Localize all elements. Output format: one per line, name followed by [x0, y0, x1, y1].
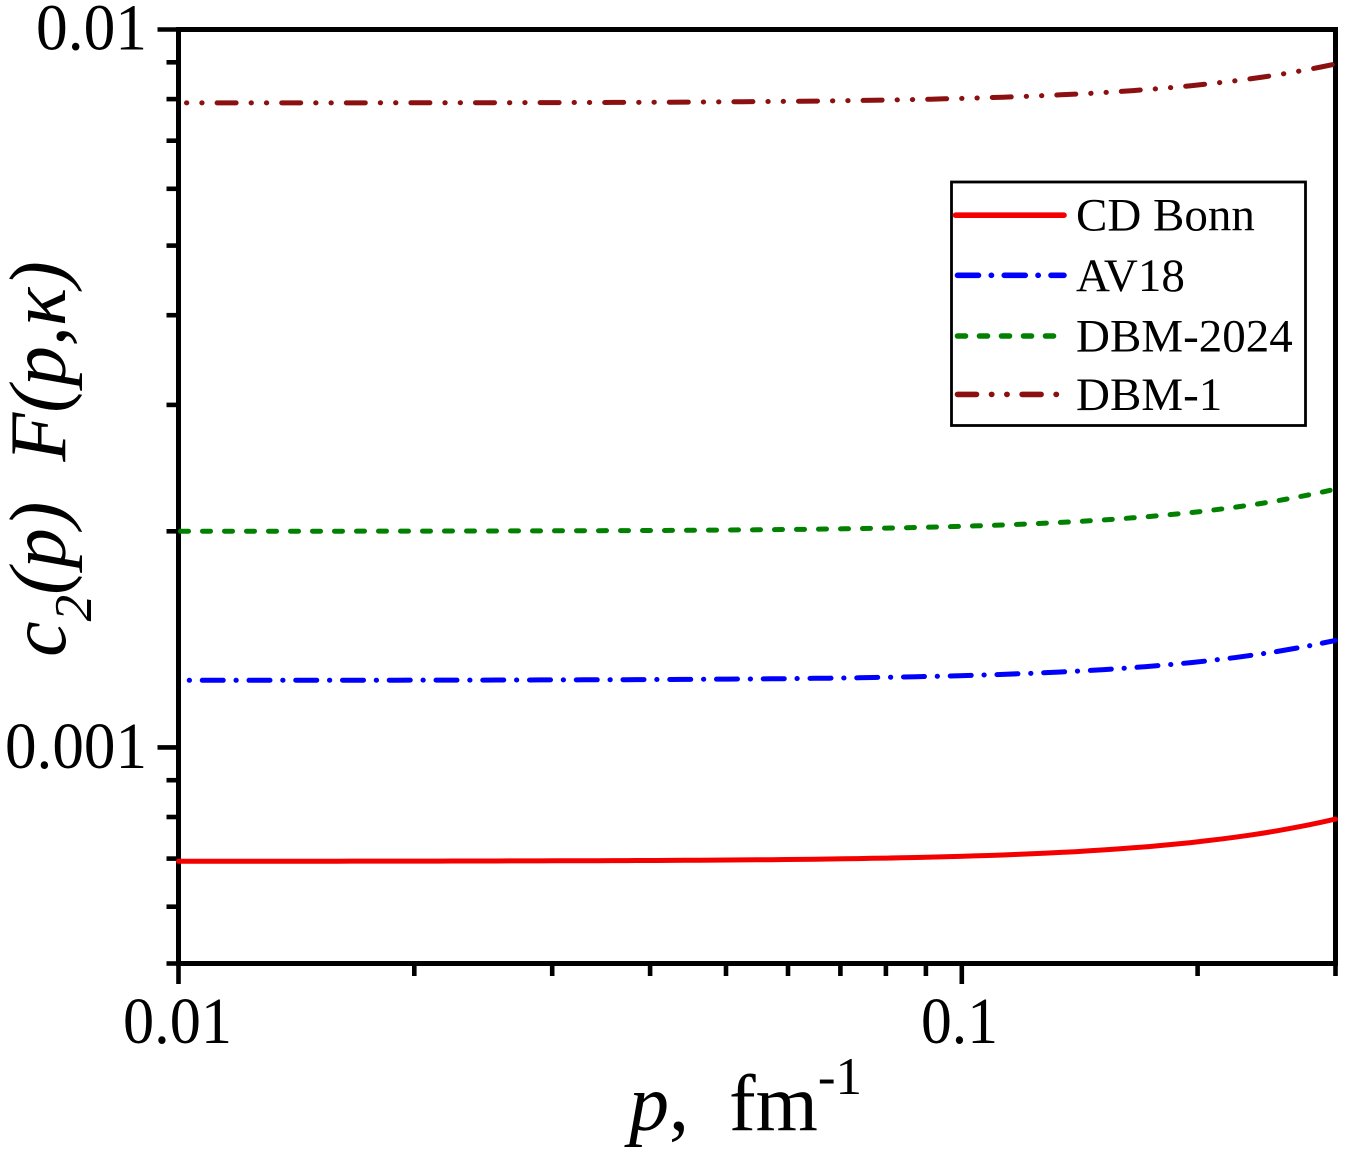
- svg-text:0.001: 0.001: [5, 710, 147, 783]
- svg-text:CD Bonn: CD Bonn: [1076, 190, 1255, 242]
- svg-text:DBM-2024: DBM-2024: [1076, 311, 1293, 363]
- svg-text:0.01: 0.01: [123, 985, 232, 1058]
- svg-text:0.01: 0.01: [36, 0, 147, 65]
- svg-text:DBM-1: DBM-1: [1076, 369, 1222, 421]
- svg-text:AV18: AV18: [1076, 250, 1185, 302]
- svg-text:0.1: 0.1: [921, 985, 998, 1058]
